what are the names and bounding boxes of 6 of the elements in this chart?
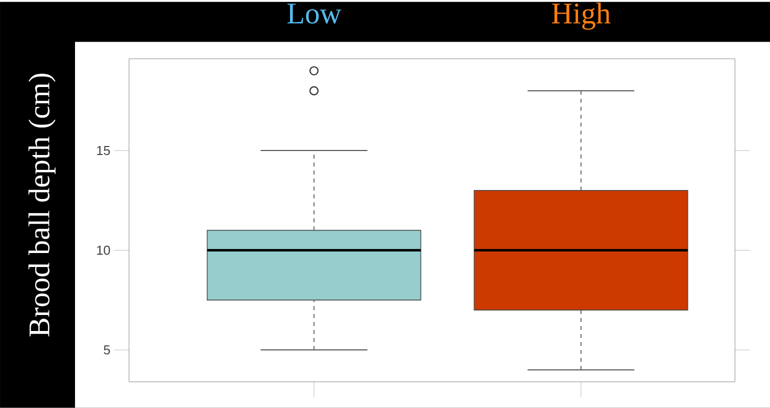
y-tick-label: 5 bbox=[104, 345, 110, 355]
y-tick-label: 15 bbox=[97, 146, 110, 156]
y-tick-label: 10 bbox=[97, 246, 110, 255]
y-axis-title: Brood ball depth (cm) bbox=[28, 74, 56, 336]
x-tick-label: High bbox=[552, 2, 610, 30]
x-tick-label: Low bbox=[287, 4, 342, 24]
